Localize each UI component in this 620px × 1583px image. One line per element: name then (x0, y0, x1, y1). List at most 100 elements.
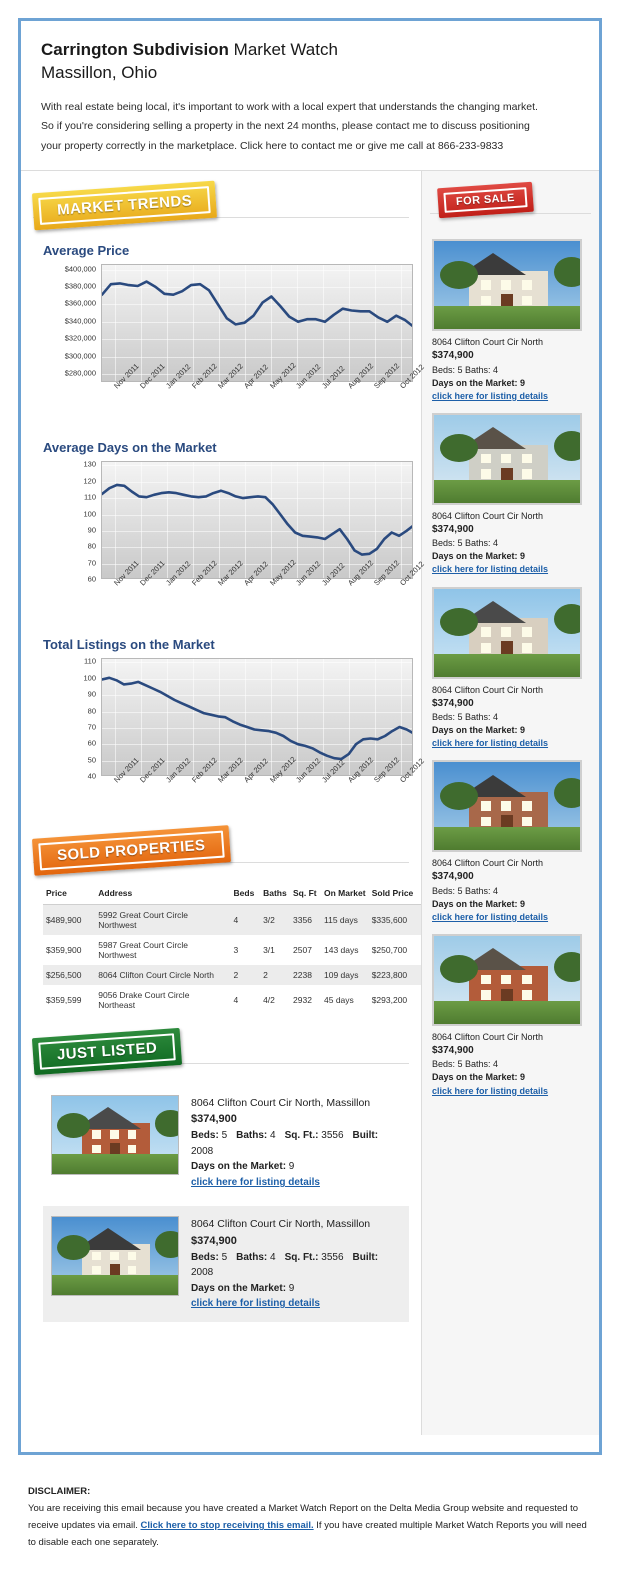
just-listed-card[interactable]: 8064 Clifton Court Cir North, Massillon $… (43, 1206, 409, 1322)
intro-line-3[interactable]: your property correctly in the marketpla… (41, 139, 504, 152)
listing-details-link[interactable]: click here for listing details (432, 738, 549, 749)
series-line (102, 280, 412, 328)
cell-sqft: 2238 (293, 970, 312, 981)
listing-info: 8064 Clifton Court Cir North $374,900 Beds… (432, 336, 589, 403)
gridline-vertical (141, 265, 142, 382)
intro-paragraph: With real estate being local, it's impor… (41, 98, 579, 156)
y-tick-label: 110 (84, 656, 96, 666)
door (109, 1142, 121, 1159)
disclaimer: DISCLAIMER: You are receiving this email… (28, 1483, 588, 1551)
y-axis: $400,000 $380,000 $360,000 $340,000 $320,000… (43, 264, 101, 382)
gridline-horizontal (102, 465, 412, 467)
gridline-horizontal (102, 760, 412, 762)
sold-properties-ribbon: SOLD PROPERTIES (31, 825, 231, 876)
listing-photo[interactable] (432, 412, 582, 505)
door (501, 815, 513, 833)
house-photo (434, 588, 580, 677)
window (521, 990, 532, 1001)
for-sale-item[interactable]: 8064 Clifton Court Cir North $374,900 Beds… (432, 586, 589, 751)
x-axis: Nov 2011 Dec 2011 Jan 2012 Feb 2012 Mar 2012… (101, 361, 426, 430)
gridline-horizontal (102, 374, 412, 376)
listing-details-link[interactable]: click here for listing details (432, 1085, 549, 1096)
house-photo (52, 1217, 178, 1296)
chart-average-days-on-market: Average Days on the Market 130 120 110 100 9… (43, 440, 426, 627)
listing-details-link[interactable]: click here for listing details (191, 1298, 320, 1310)
listing-photo[interactable] (51, 1095, 179, 1176)
cell-sold-price: $223,800 (371, 970, 408, 981)
y-tick-label: 100 (83, 509, 96, 519)
listing-address: 8064 Clifton Court Cir North, Massillon (191, 1097, 371, 1110)
window (127, 1265, 137, 1275)
window (521, 800, 532, 811)
y-tick-label: 80 (87, 541, 96, 551)
listing-details-link[interactable]: click here for listing details (432, 390, 549, 401)
disclaimer-heading: DISCLAIMER: (28, 1486, 91, 1497)
listing-days-on-market: Days on the Market: 9 (432, 1072, 526, 1083)
cell-address: 5992 Great Court Circle Northwest (98, 910, 189, 931)
unsubscribe-link[interactable]: Click here to stop receiving this email. (140, 1520, 314, 1532)
gridline-vertical (115, 265, 116, 382)
window (109, 1251, 119, 1261)
door (109, 1264, 121, 1280)
table-row: $359,900 5987 Great Court Circle Northwes… (43, 935, 421, 965)
y-tick-label: $320,000 (64, 333, 96, 343)
just-listed-card[interactable]: 8064 Clifton Court Cir North, Massillon $… (43, 1085, 409, 1200)
gridline-vertical (375, 462, 376, 579)
for-sale-item[interactable]: 8064 Clifton Court Cir North $374,900 Beds… (432, 412, 589, 577)
listing-photo[interactable] (432, 760, 582, 853)
gridline-vertical (271, 659, 272, 776)
window (501, 627, 512, 637)
market-trends-ribbon: MARKET TRENDS (31, 180, 218, 231)
gridline-vertical (193, 659, 194, 776)
for-sale-item[interactable]: 8064 Clifton Court Cir North $374,900 Beds… (432, 760, 589, 924)
listing-beds-baths: Beds: 5 Baths: 4 (432, 538, 499, 549)
tree (57, 1113, 90, 1139)
listing-address: 8064 Clifton Court Cir North (432, 858, 544, 869)
page-title: Carrington Subdivision Market Watch Mass… (41, 39, 579, 85)
gridline-vertical (349, 659, 350, 776)
listing-details-link[interactable]: click here for listing details (191, 1176, 320, 1188)
house-photo (434, 762, 580, 851)
lawn (434, 479, 580, 503)
for-sale-item[interactable]: 8064 Clifton Court Cir North $374,900 Beds… (432, 933, 589, 1098)
gridline-horizontal (102, 662, 412, 664)
window (480, 295, 491, 306)
door (501, 641, 513, 659)
chart-title: Average Days on the Market (43, 440, 217, 456)
cell-on-market: 109 days (324, 970, 359, 981)
listing-photo[interactable] (432, 586, 582, 679)
gridline-vertical (271, 265, 272, 382)
report-body: MARKET TRENDS Average Price $400,000 $380… (21, 171, 599, 1436)
gridline-vertical (323, 659, 324, 776)
lawn (434, 306, 580, 330)
listing-info: 8064 Clifton Court Cir North, Massillon $… (179, 1095, 401, 1190)
gridline-vertical (245, 462, 246, 579)
y-tick-label: 110 (84, 492, 96, 502)
gridline-horizontal (102, 286, 412, 288)
banner-rule (33, 1063, 409, 1065)
sold-table-body: $489,900 5992 Great Court Circle Northwes… (43, 904, 421, 1016)
window (92, 1265, 102, 1275)
listing-photo[interactable] (51, 1216, 179, 1297)
listing-address: 8064 Clifton Court Cir North (432, 510, 544, 521)
for-sale-item[interactable]: 8064 Clifton Court Cir North $374,900 Beds… (432, 239, 589, 403)
gridline-vertical (401, 659, 402, 776)
cell-baths: 2 (263, 970, 268, 981)
listing-photo[interactable] (432, 933, 582, 1026)
gridline-horizontal (102, 321, 412, 323)
cell-sqft: 3356 (293, 915, 312, 926)
listing-details-link[interactable]: click here for listing details (432, 564, 549, 575)
listing-price: $374,900 (432, 697, 474, 709)
listing-details-link[interactable]: click here for listing details (432, 911, 549, 922)
listing-address: 8064 Clifton Court Cir North (432, 684, 544, 695)
tree (553, 778, 580, 808)
y-tick-label: 90 (87, 525, 96, 535)
listing-photo[interactable] (432, 239, 582, 332)
gridline-horizontal (102, 481, 412, 483)
lawn (52, 1275, 178, 1296)
listing-beds-baths: Beds: 5 Baths: 4 (432, 885, 499, 896)
listing-info: 8064 Clifton Court Cir North $374,900 Beds… (432, 510, 589, 577)
window (480, 643, 491, 653)
gridline-vertical (167, 659, 168, 776)
